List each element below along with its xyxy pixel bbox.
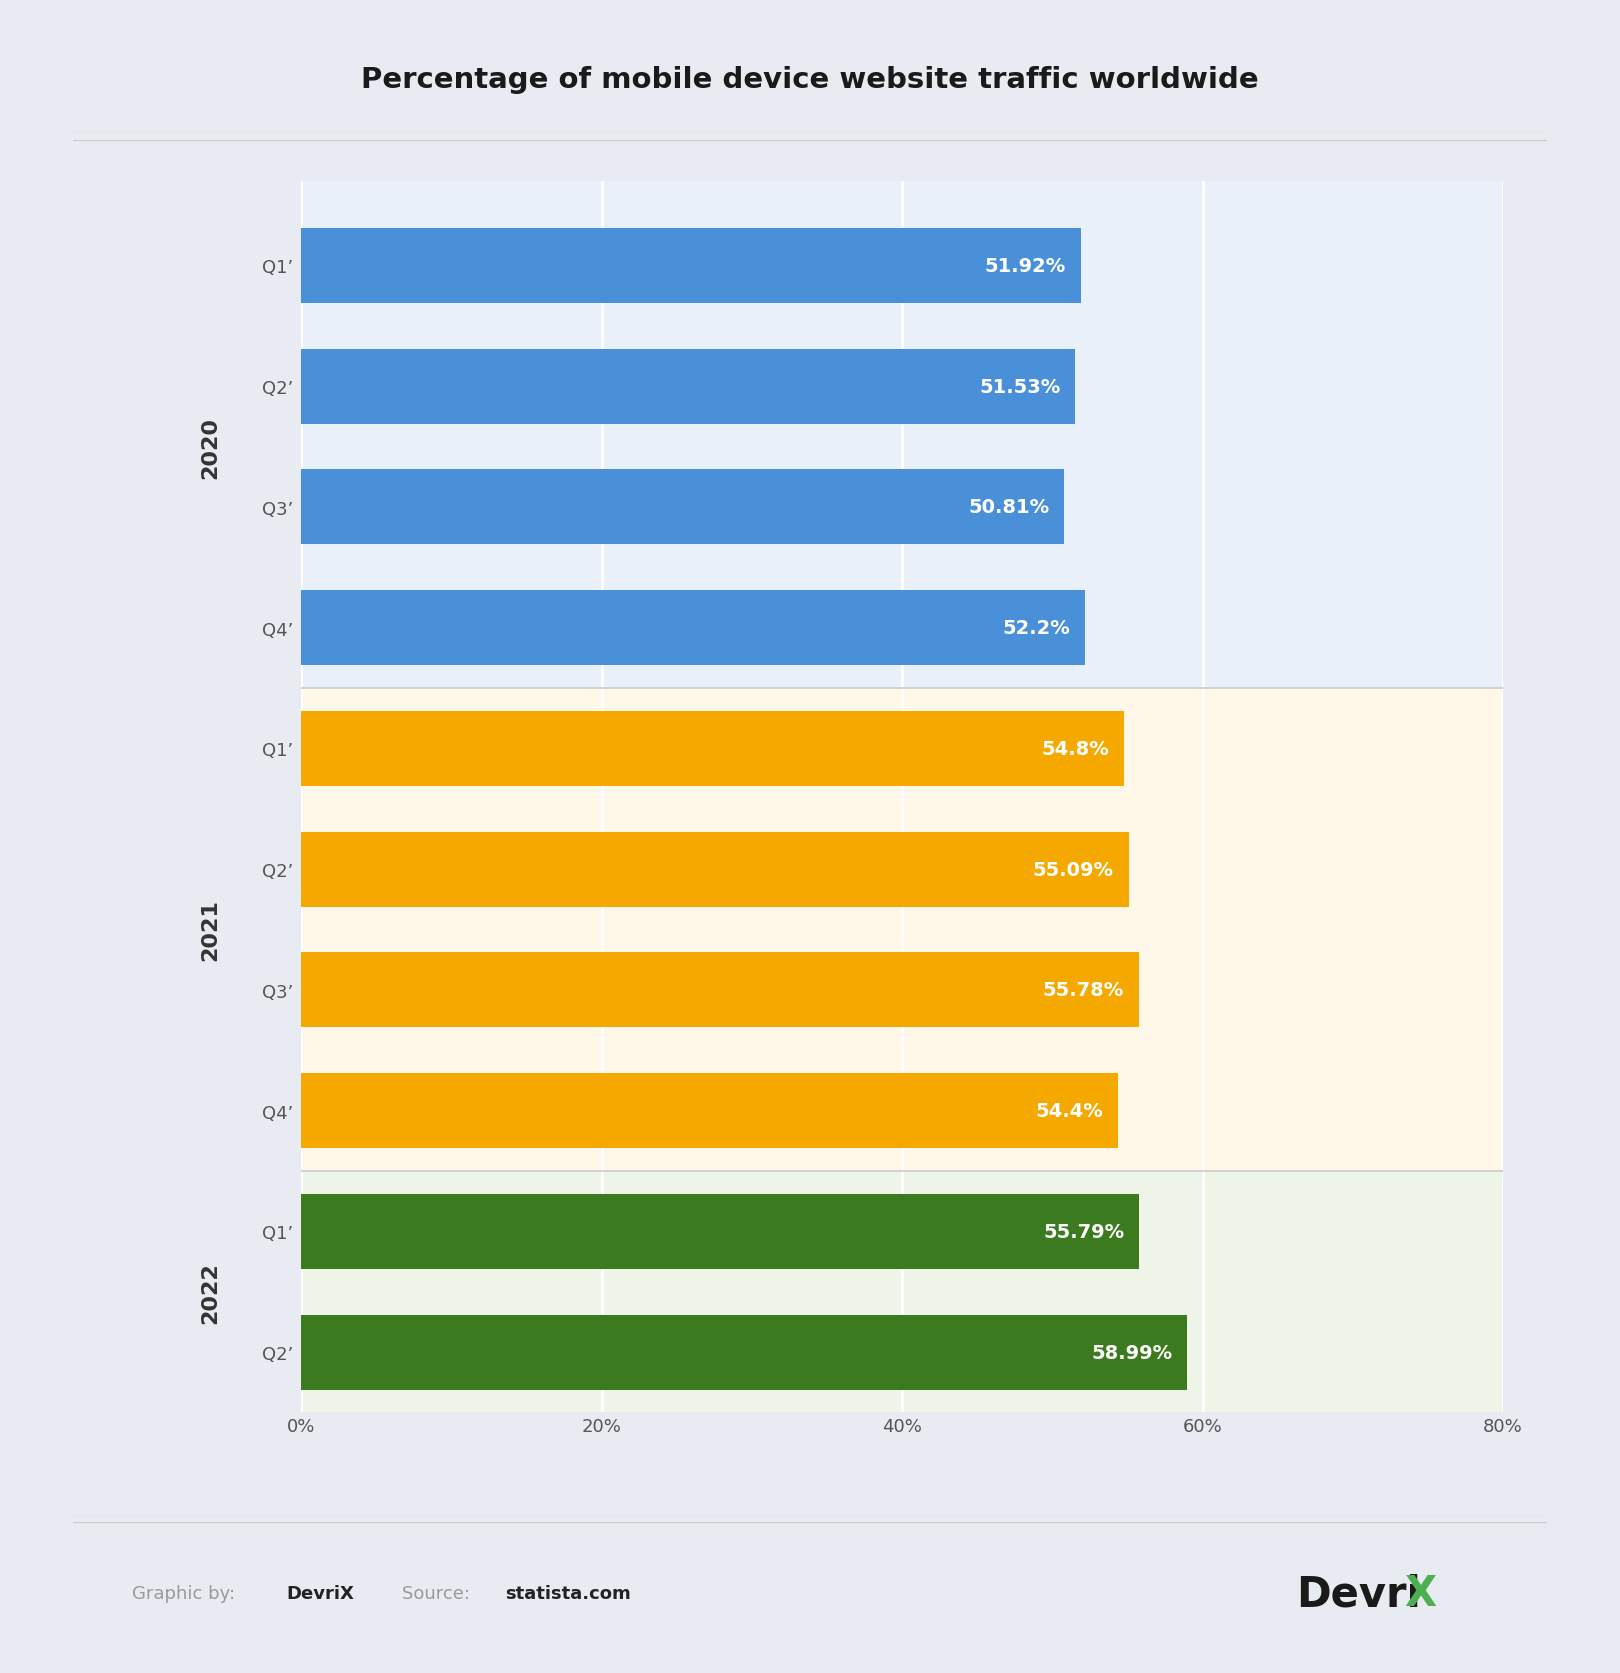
Bar	[301, 1171, 1503, 1412]
Text: 55.78%: 55.78%	[1043, 980, 1124, 1000]
Text: Graphic by:: Graphic by:	[131, 1584, 241, 1603]
Bar	[301, 1074, 1118, 1148]
Text: 51.53%: 51.53%	[978, 378, 1059, 397]
Text: Percentage of mobile device website traffic worldwide: Percentage of mobile device website traf…	[361, 65, 1259, 94]
Text: 2020: 2020	[199, 417, 220, 478]
Text: 54.8%: 54.8%	[1042, 739, 1110, 758]
Bar	[301, 350, 1076, 425]
Bar	[301, 954, 1139, 1027]
Text: 2022: 2022	[199, 1261, 220, 1323]
Bar	[301, 470, 1064, 545]
Text: 2021: 2021	[199, 898, 220, 960]
Bar	[301, 711, 1124, 786]
Bar	[301, 591, 1085, 666]
Bar	[301, 1195, 1139, 1270]
Text: Source:: Source:	[402, 1584, 475, 1603]
Text: 52.2%: 52.2%	[1003, 619, 1071, 637]
Bar	[301, 1315, 1187, 1390]
Text: X: X	[1405, 1573, 1437, 1614]
Text: 54.4%: 54.4%	[1035, 1101, 1103, 1121]
Bar	[301, 831, 1129, 907]
Text: 55.09%: 55.09%	[1032, 860, 1113, 878]
Bar	[301, 182, 1503, 689]
Text: 55.79%: 55.79%	[1043, 1221, 1124, 1241]
Text: 50.81%: 50.81%	[969, 499, 1050, 517]
Bar	[301, 689, 1503, 1171]
Bar	[301, 229, 1081, 304]
Text: DevriX: DevriX	[287, 1584, 355, 1603]
Text: statista.com: statista.com	[505, 1584, 630, 1603]
Text: Devri: Devri	[1296, 1573, 1421, 1614]
Text: 51.92%: 51.92%	[985, 256, 1066, 276]
Text: 58.99%: 58.99%	[1092, 1343, 1173, 1362]
